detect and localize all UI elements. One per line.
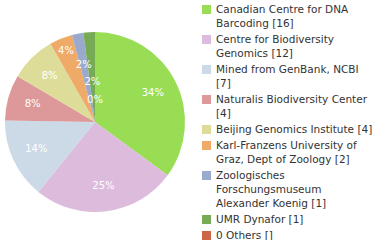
legend-line: Genomics [12] bbox=[216, 47, 293, 59]
legend-item: Karl-Franzens University of Graz, Dept of… bbox=[202, 139, 357, 165]
legend-item: Beijing Genomics Institute [4] bbox=[202, 123, 372, 135]
legend-label: 0 Others [] bbox=[216, 229, 273, 240]
legend-line: Mined from GenBank, NCBI bbox=[216, 63, 359, 75]
legend: Canadian Centre for DNA Barcoding [16] Cen… bbox=[202, 3, 372, 240]
legend-line: Beijing Genomics Institute [4] bbox=[216, 123, 372, 135]
legend-label: Zoologisches Forschungsmuseum Alexander Ko… bbox=[216, 169, 326, 209]
legend-swatch bbox=[202, 65, 211, 74]
legend-line: Canadian Centre for DNA bbox=[216, 3, 349, 15]
data-labels: 34%25%14%8%8%4%2%2%0% bbox=[25, 45, 164, 191]
legend-item: UMR Dynafor [1] bbox=[202, 213, 303, 225]
legend-line: Barcoding [16] bbox=[216, 17, 294, 29]
legend-line: UMR Dynafor [1] bbox=[216, 213, 303, 225]
legend-item: 0 Others [] bbox=[202, 229, 273, 240]
legend-label: Canadian Centre for DNA Barcoding [16] bbox=[216, 3, 349, 29]
legend-swatch bbox=[202, 125, 211, 134]
chart: 34%25%14%8%8%4%2%2%0%Canadian Centre for… bbox=[0, 0, 380, 240]
data-label: 34% bbox=[142, 87, 164, 98]
data-label: 4% bbox=[58, 45, 74, 56]
legend-item: Naturalis Biodiversity Center [4] bbox=[202, 93, 368, 119]
legend-label: Beijing Genomics Institute [4] bbox=[216, 123, 372, 135]
data-label: 2% bbox=[76, 59, 92, 70]
legend-line: Graz, Dept of Zoology [2] bbox=[216, 153, 350, 165]
data-label: 0% bbox=[87, 94, 103, 105]
legend-item: Mined from GenBank, NCBI [7] bbox=[202, 63, 359, 89]
legend-line: Alexander Koenig [1] bbox=[216, 197, 326, 209]
legend-swatch bbox=[202, 95, 211, 104]
data-label: 14% bbox=[25, 143, 47, 154]
data-label: 8% bbox=[25, 98, 41, 109]
legend-item: Centre for Biodiversity Genomics [12] bbox=[202, 33, 334, 59]
data-label: 25% bbox=[92, 180, 114, 191]
data-label: 8% bbox=[42, 70, 58, 81]
pie bbox=[5, 32, 185, 212]
legend-line: Naturalis Biodiversity Center bbox=[216, 93, 368, 105]
slice bbox=[5, 121, 95, 192]
legend-label: Naturalis Biodiversity Center [4] bbox=[216, 93, 368, 119]
legend-swatch bbox=[202, 5, 211, 14]
legend-item: Zoologisches Forschungsmuseum Alexander Ko… bbox=[202, 169, 326, 209]
legend-label: Karl-Franzens University of Graz, Dept of… bbox=[216, 139, 357, 165]
legend-line: Forschungsmuseum bbox=[216, 183, 321, 195]
legend-swatch bbox=[202, 141, 211, 150]
legend-line: Centre for Biodiversity bbox=[216, 33, 334, 45]
legend-swatch bbox=[202, 215, 211, 224]
legend-line: Zoologisches bbox=[216, 169, 285, 181]
legend-swatch bbox=[202, 35, 211, 44]
legend-label: UMR Dynafor [1] bbox=[216, 213, 303, 225]
data-label: 2% bbox=[84, 76, 100, 87]
legend-line: [7] bbox=[216, 77, 231, 89]
legend-swatch bbox=[202, 231, 211, 240]
legend-label: Mined from GenBank, NCBI [7] bbox=[216, 63, 359, 89]
legend-line: 0 Others [] bbox=[216, 229, 273, 240]
legend-label: Centre for Biodiversity Genomics [12] bbox=[216, 33, 334, 59]
legend-line: Karl-Franzens University of bbox=[216, 139, 357, 151]
legend-line: [4] bbox=[216, 107, 231, 119]
legend-item: Canadian Centre for DNA Barcoding [16] bbox=[202, 3, 349, 29]
legend-swatch bbox=[202, 171, 211, 180]
